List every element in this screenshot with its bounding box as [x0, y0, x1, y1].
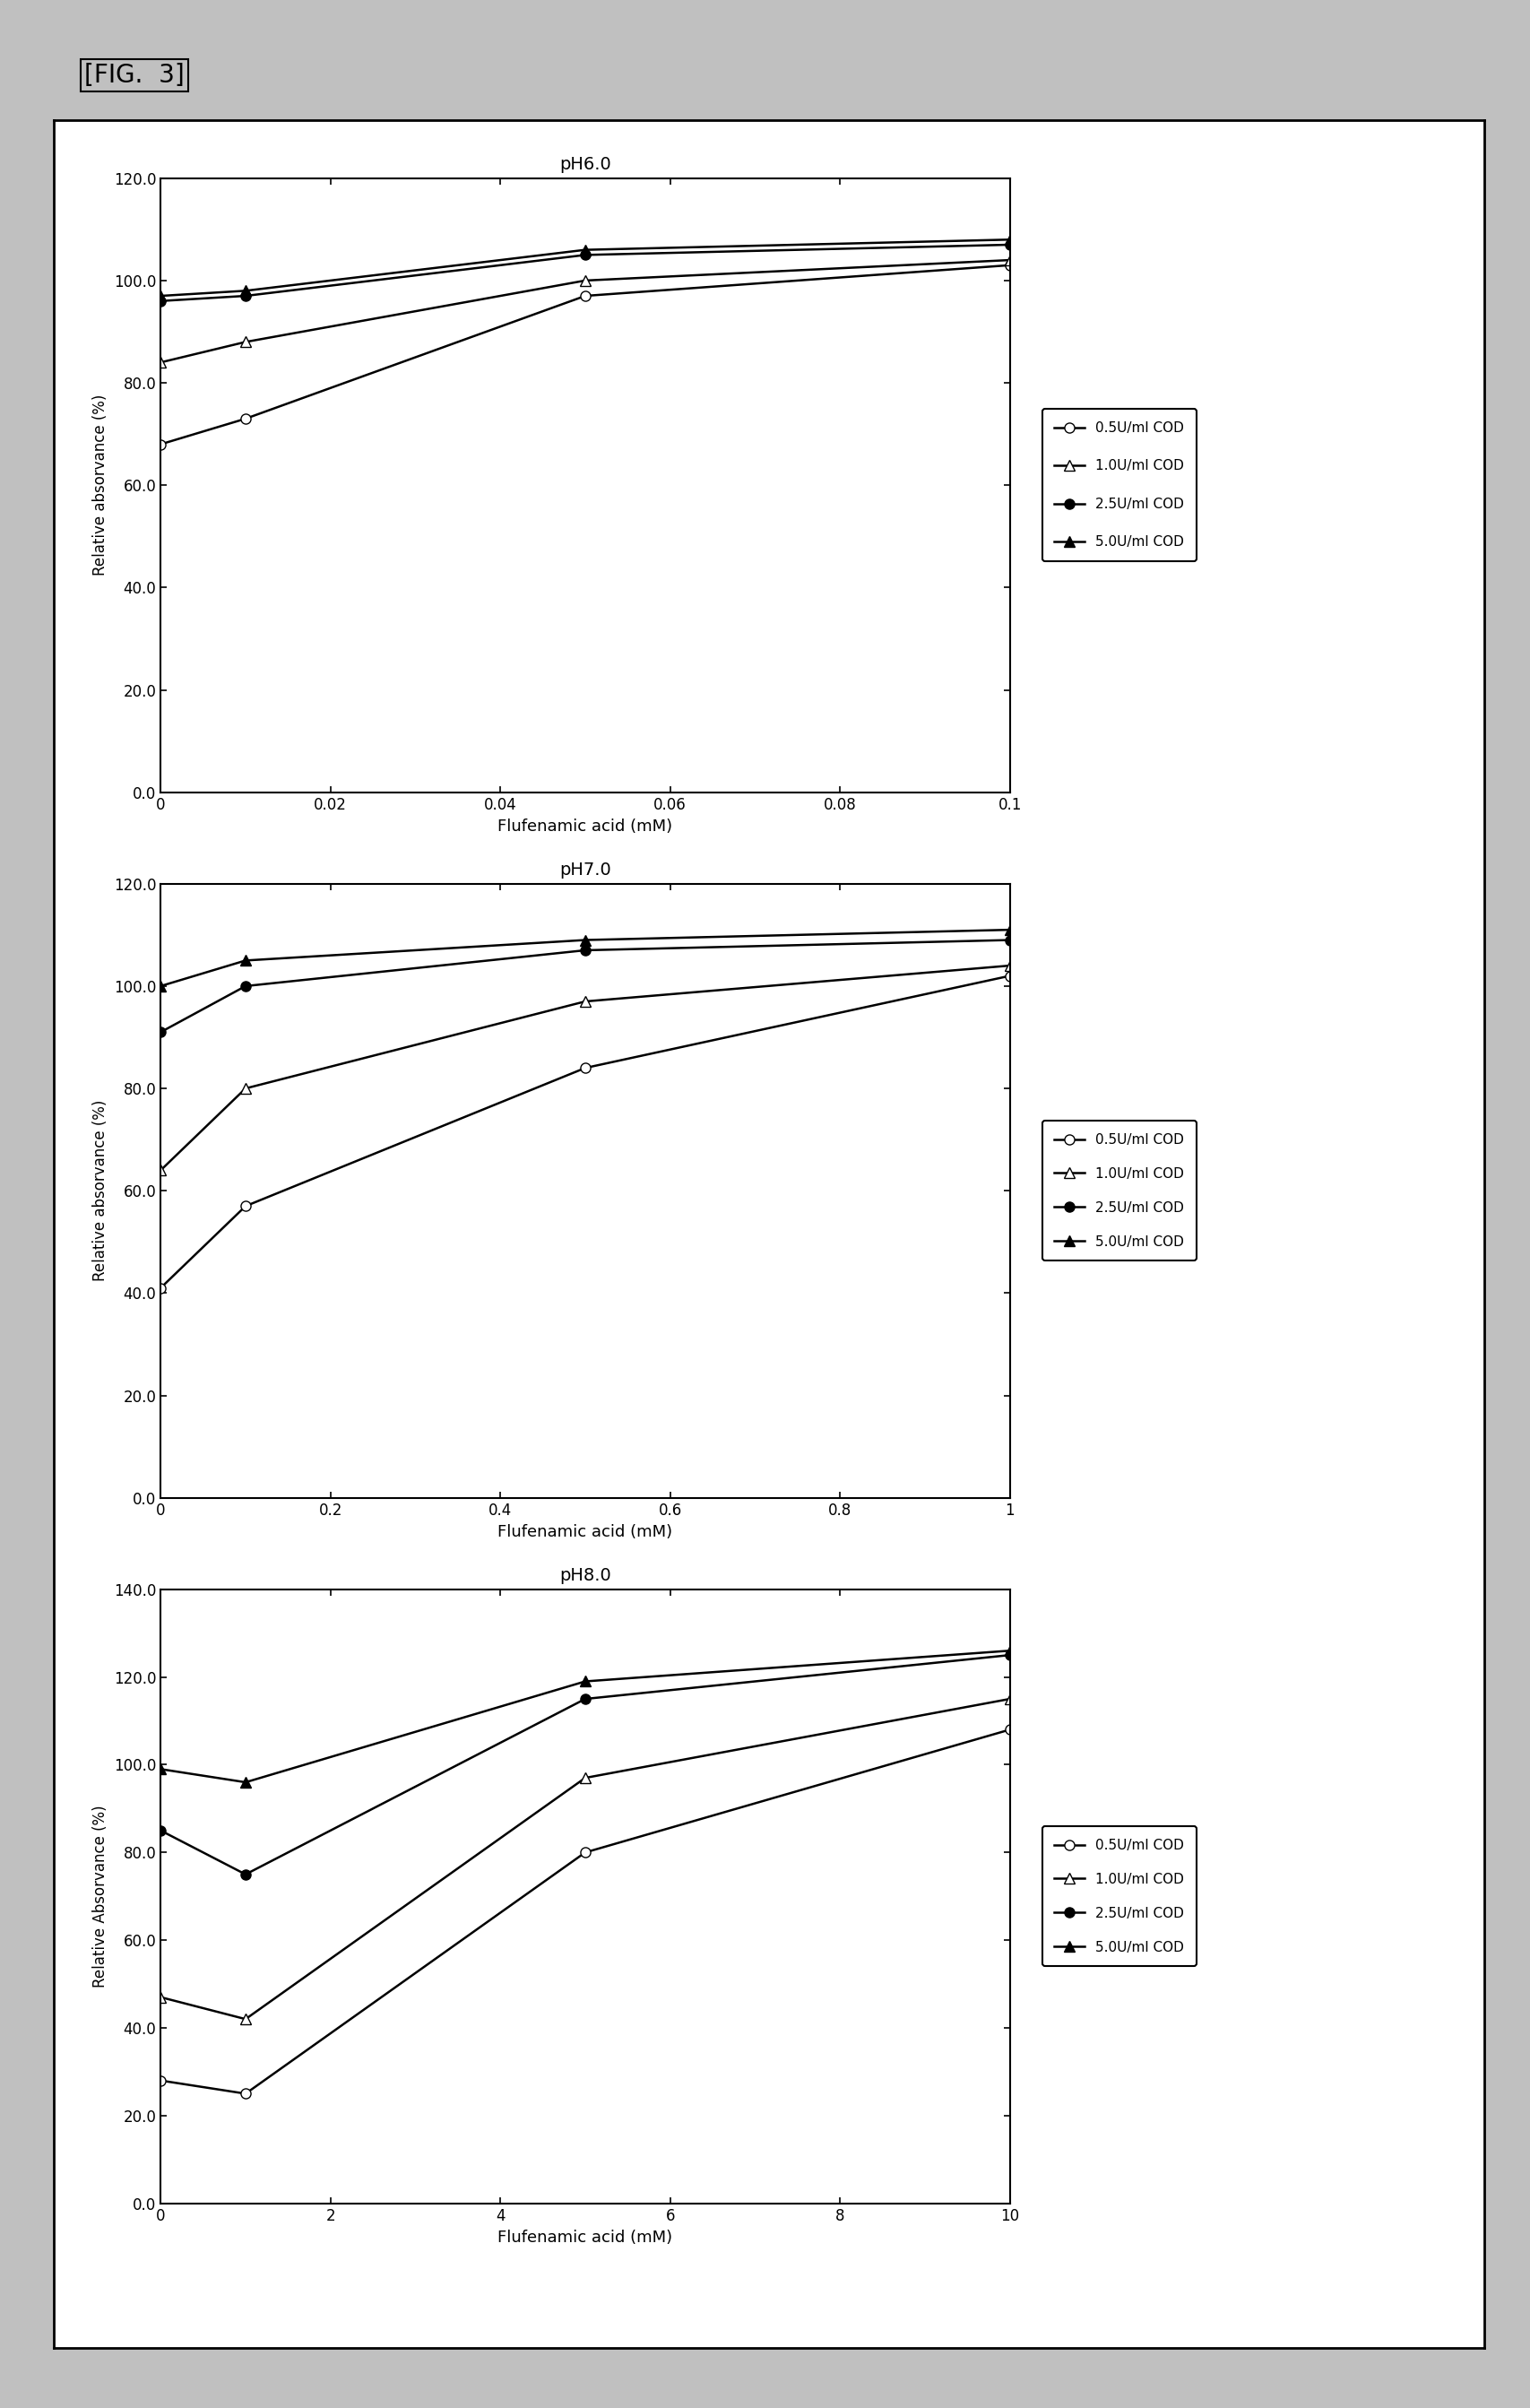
- Legend: 0.5U/ml COD, 1.0U/ml COD, 2.5U/ml COD, 5.0U/ml COD: 0.5U/ml COD, 1.0U/ml COD, 2.5U/ml COD, 5…: [1042, 409, 1196, 561]
- Y-axis label: Relative Absorvance (%): Relative Absorvance (%): [93, 1806, 109, 1987]
- X-axis label: Flufenamic acid (mM): Flufenamic acid (mM): [497, 2230, 673, 2247]
- X-axis label: Flufenamic acid (mM): Flufenamic acid (mM): [497, 1524, 673, 1541]
- Text: [FIG.  3]: [FIG. 3]: [84, 63, 184, 87]
- Title: pH7.0: pH7.0: [560, 862, 610, 879]
- X-axis label: Flufenamic acid (mM): Flufenamic acid (mM): [497, 819, 673, 836]
- Legend: 0.5U/ml COD, 1.0U/ml COD, 2.5U/ml COD, 5.0U/ml COD: 0.5U/ml COD, 1.0U/ml COD, 2.5U/ml COD, 5…: [1042, 1825, 1196, 1967]
- Title: pH8.0: pH8.0: [560, 1568, 610, 1584]
- Legend: 0.5U/ml COD, 1.0U/ml COD, 2.5U/ml COD, 5.0U/ml COD: 0.5U/ml COD, 1.0U/ml COD, 2.5U/ml COD, 5…: [1042, 1120, 1196, 1262]
- Y-axis label: Relative absorvance (%): Relative absorvance (%): [93, 395, 109, 576]
- Y-axis label: Relative absorvance (%): Relative absorvance (%): [93, 1100, 109, 1281]
- Title: pH6.0: pH6.0: [560, 157, 610, 173]
